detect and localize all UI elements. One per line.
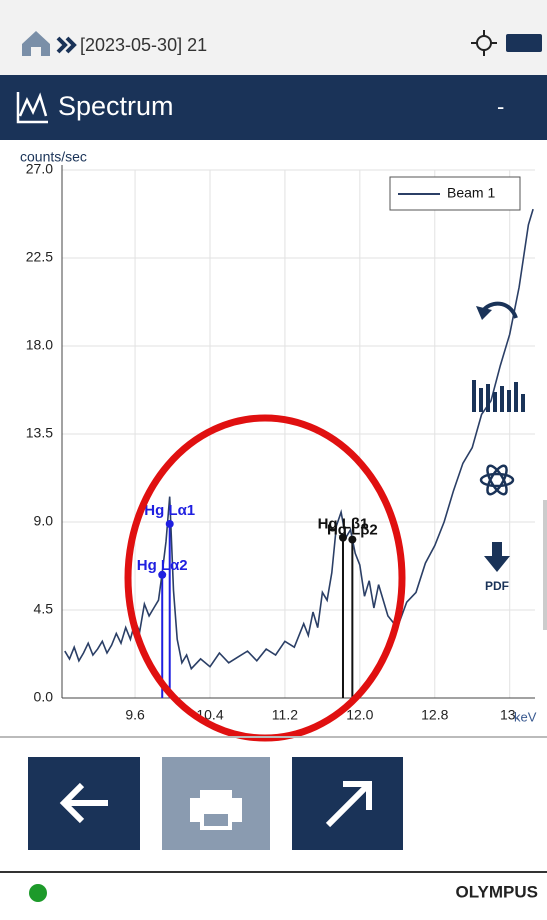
screen-title: Spectrum: [58, 91, 174, 121]
peak-marker: [338, 533, 347, 542]
x-tick-label: 11.2: [272, 707, 298, 723]
y-tick-label: 0.0: [34, 689, 54, 705]
peak-marker: [165, 519, 174, 528]
back-arrow: [59, 782, 108, 824]
title-bar: [0, 75, 547, 140]
peak-label: Hg Lβ1: [318, 516, 369, 533]
battery-icon: [506, 34, 542, 52]
y-tick-label: 27.0: [26, 161, 53, 177]
breadcrumb: [2023-05-30] 21: [80, 35, 207, 55]
y-axis-label: counts/sec: [20, 149, 87, 165]
undo-arrow: [476, 306, 492, 320]
title-right: -: [497, 94, 504, 119]
y-tick-label: 18.0: [26, 337, 53, 353]
pdf-label: PDF: [485, 579, 509, 593]
x-tick-label: 12.8: [421, 707, 448, 723]
peak-label: Hg Lα2: [137, 557, 188, 574]
forward-icon: [56, 36, 77, 54]
home-icon[interactable]: [22, 31, 50, 56]
y-tick-label: 9.0: [34, 513, 54, 529]
side-handle: [543, 500, 547, 630]
spectrum-icon: [16, 92, 48, 124]
atom-icon[interactable]: [479, 463, 515, 497]
bars-icon[interactable]: [472, 380, 525, 412]
y-tick-label: 22.5: [26, 249, 53, 265]
x-tick-label: 9.6: [125, 707, 145, 723]
x-tick-label: 12.0: [346, 707, 373, 723]
status-bar: [0, 0, 547, 75]
crosshair-icon: [471, 30, 497, 56]
legend-label: Beam 1: [447, 185, 495, 201]
print-icon: [190, 790, 242, 830]
peak-label: Hg Lα1: [144, 502, 195, 519]
y-tick-label: 13.5: [26, 425, 53, 441]
peak-marker: [158, 570, 167, 579]
x-tick-label: 13.: [500, 707, 519, 723]
export-arrow: [325, 781, 372, 828]
y-tick-label: 4.5: [34, 601, 54, 617]
peak-label: Hg Lβ2: [327, 522, 378, 539]
x-unit: keV: [514, 709, 537, 724]
brand: OLYMPUS: [455, 882, 538, 901]
status-dot: [29, 884, 47, 902]
spectrum-line: [64, 208, 534, 671]
peak-marker: [348, 535, 357, 544]
pdf-icon[interactable]: [484, 542, 510, 572]
